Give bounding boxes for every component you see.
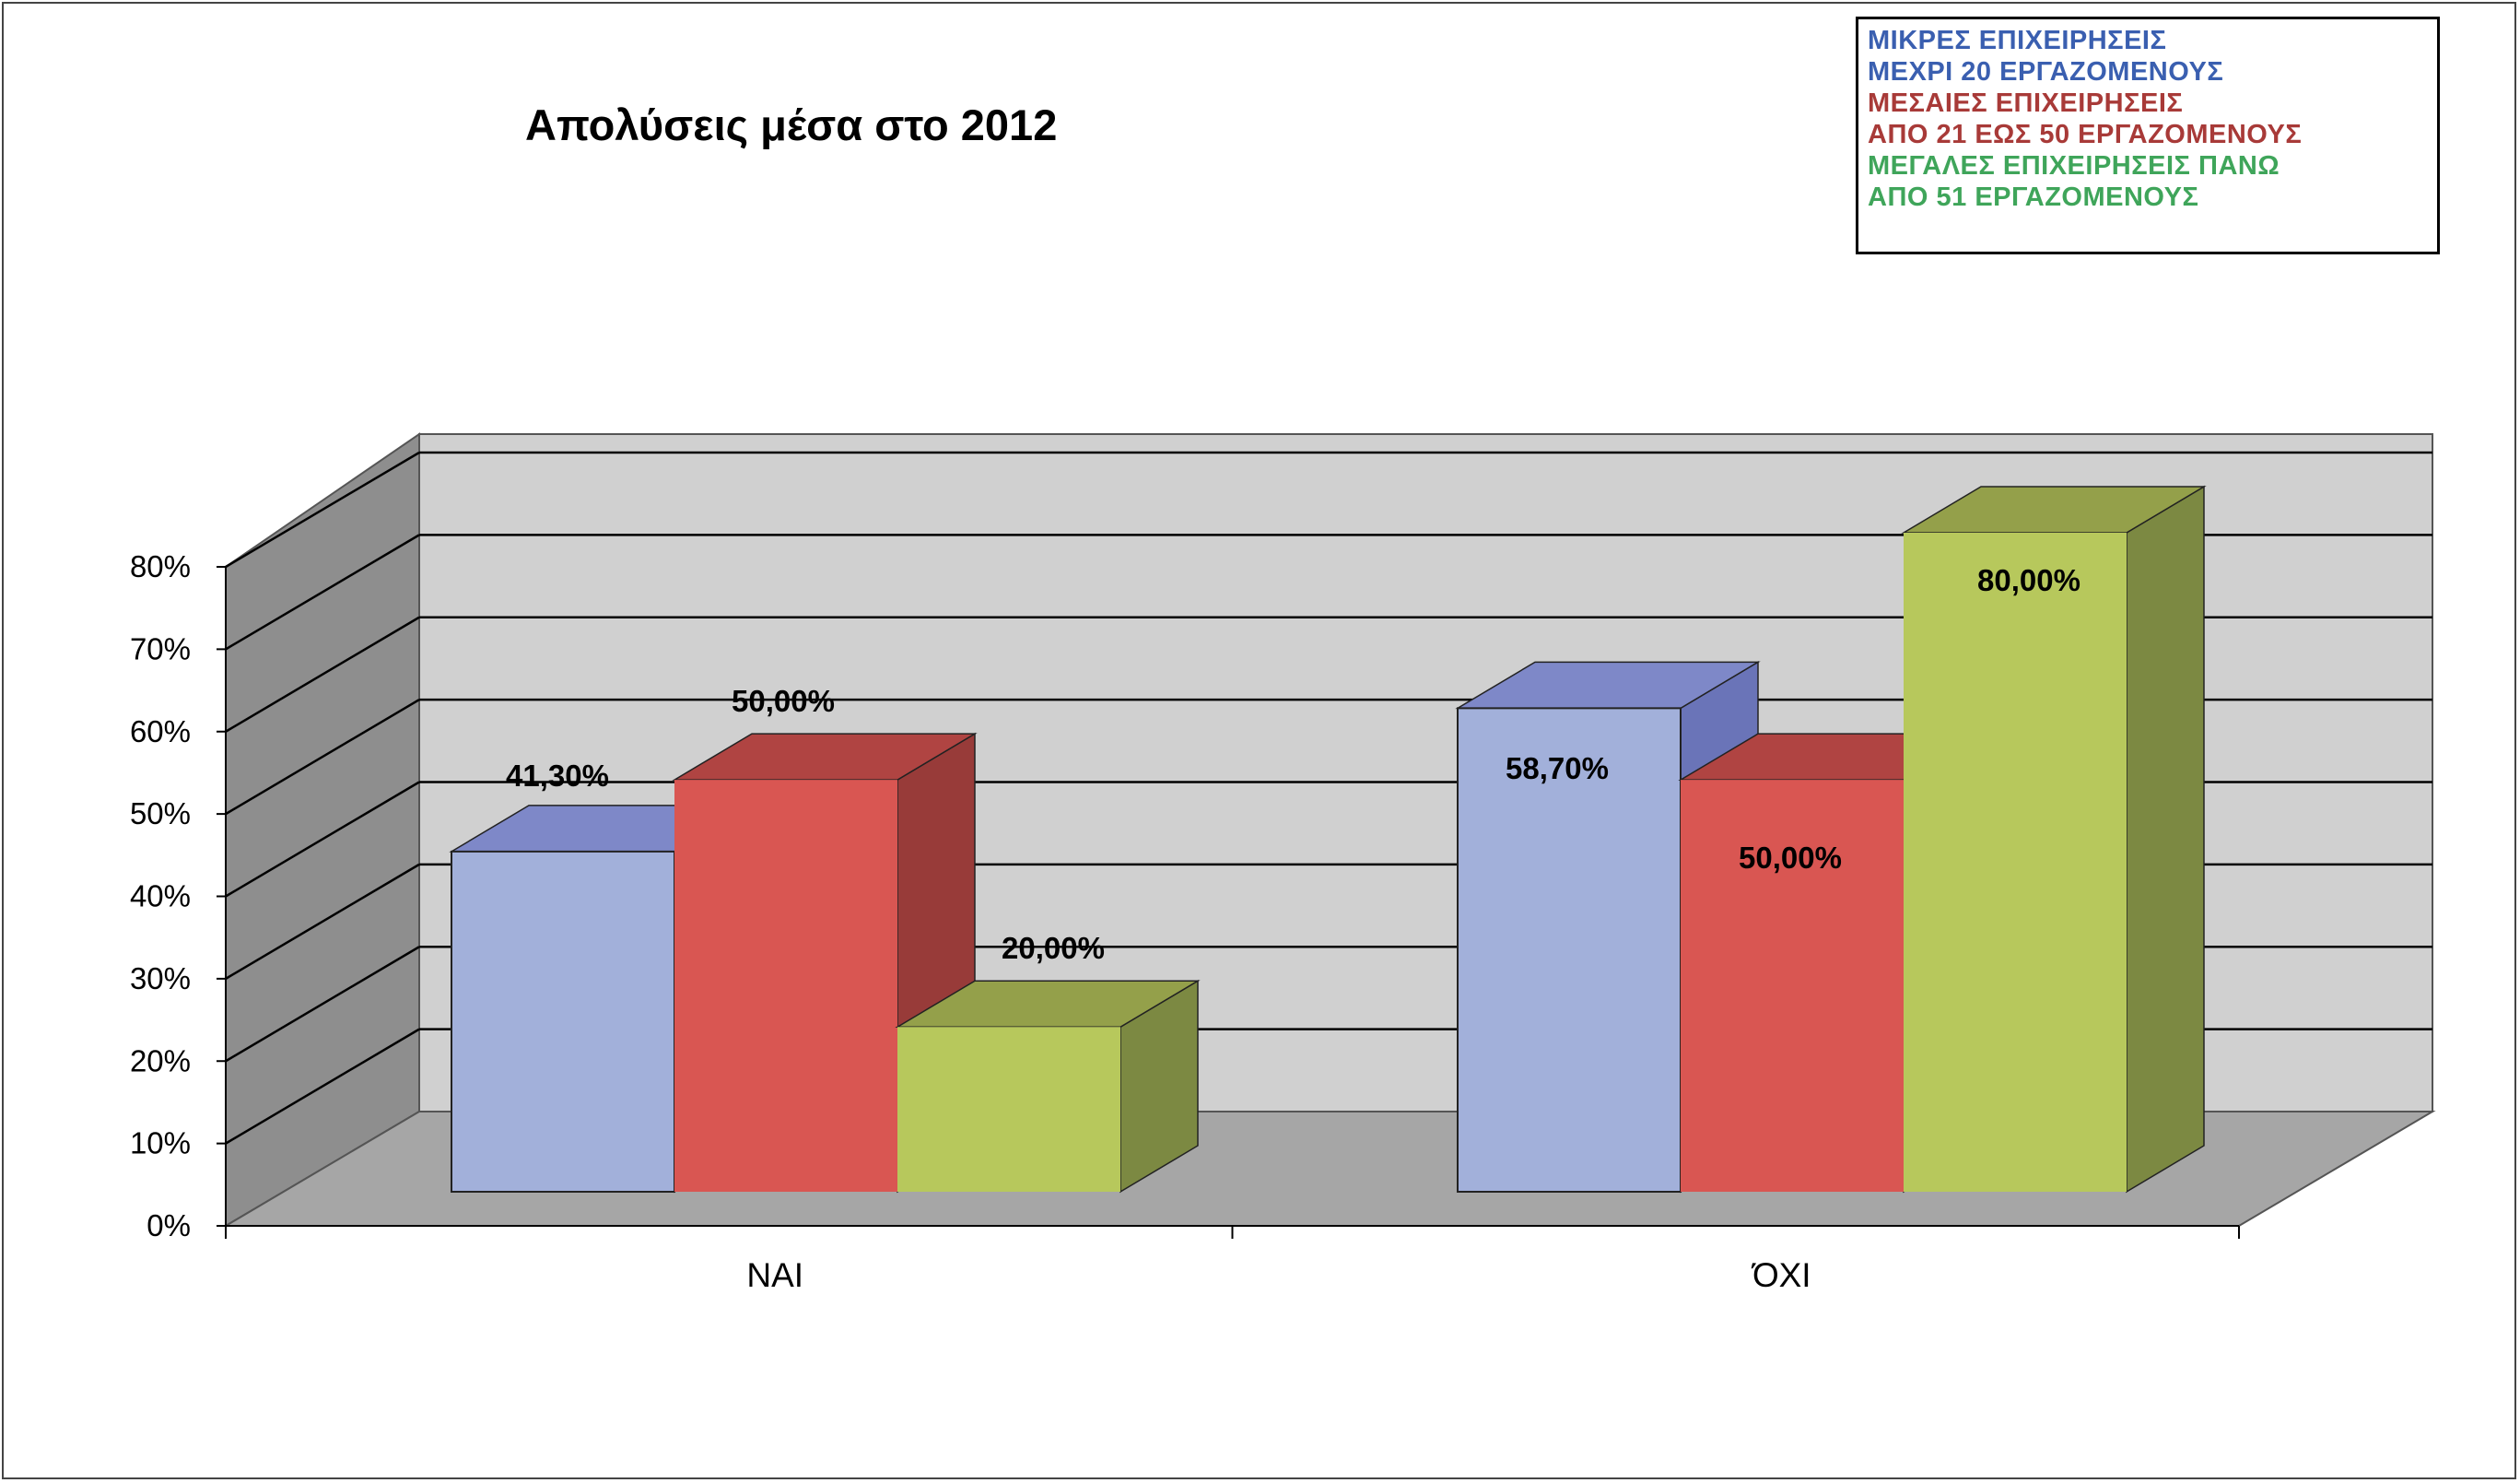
data-labels: 41,30% 58,70% 50,00% 50,00% 20,00% 80,00% <box>506 563 2080 965</box>
gridline-side <box>225 616 420 733</box>
bar-front <box>451 850 675 1193</box>
gridline-side <box>225 863 420 980</box>
bar <box>1901 485 2207 1194</box>
gridline-side <box>225 451 420 569</box>
data-label: 50,00% <box>732 684 835 718</box>
legend: ΜΙΚΡΕΣ ΕΠΙΧΕΙΡΗΣΕΙΣ ΜΕΧΡΙ 20 ΕΡΓΑΖΟΜΕΝΟΥ… <box>1856 17 2440 254</box>
x-tick-label: ΝΑΙ <box>746 1256 803 1294</box>
bar <box>895 979 1201 1194</box>
y-tick-label: 80% <box>130 549 191 583</box>
y-tick-label: 0% <box>147 1208 191 1242</box>
gridline-side <box>225 1028 420 1145</box>
axes: 0% 10% 20% 30% 40% 50% 60% 70% 80% ΝΑΙ ΌΧΙ <box>130 549 2240 1294</box>
gridline-side <box>225 699 420 816</box>
bar-front <box>1681 780 1904 1192</box>
legend-line: ΑΠΟ 21 ΕΩΣ 50 ΕΡΓΑΖΟΜΕΝΟΥΣ <box>1868 120 2303 149</box>
gridline-side <box>225 946 420 1063</box>
y-tick-label: 10% <box>130 1126 191 1160</box>
data-label: 58,70% <box>1506 751 1609 785</box>
legend-line: ΜΕΧΡΙ 20 ΕΡΓΑΖΟΜΕΝΟΥΣ <box>1868 57 2224 87</box>
legend-line: ΜΕΣΑΙΕΣ ΕΠΙΧΕΙΡΗΣΕΙΣ <box>1868 88 2184 118</box>
data-label: 20,00% <box>1002 931 1105 965</box>
y-tick-label: 50% <box>130 796 191 830</box>
y-tick-label: 20% <box>130 1043 191 1077</box>
gridline-side <box>225 781 420 898</box>
legend-line: ΜΕΓΑΛΕΣ ΕΠΙΧΕΙΡΗΣΕΙΣ ΠΑΝΩ <box>1868 151 2280 181</box>
y-tick-label: 30% <box>130 961 191 995</box>
gridline-side <box>225 534 420 651</box>
chart-title: Απολύσεις μέσα στο 2012 <box>525 100 1058 149</box>
y-tick-label: 70% <box>130 631 191 665</box>
data-label: 80,00% <box>1977 563 2080 597</box>
y-tick-label: 40% <box>130 879 191 913</box>
bars <box>449 485 2207 1194</box>
bar-side <box>2126 485 2205 1194</box>
bar-front <box>897 1027 1120 1192</box>
bar-front <box>1904 533 2127 1192</box>
x-tick-label: ΌΧΙ <box>1751 1256 1811 1294</box>
legend-line: ΑΠΟ 51 ΕΡΓΑΖΟΜΕΝΟΥΣ <box>1868 182 2199 212</box>
bar-front <box>674 780 897 1192</box>
y-tick-label: 60% <box>130 714 191 748</box>
data-label: 41,30% <box>506 759 609 793</box>
data-label: 50,00% <box>1739 841 1842 875</box>
legend-line: ΜΙΚΡΕΣ ΕΠΙΧΕΙΡΗΣΕΙΣ <box>1868 26 2167 55</box>
